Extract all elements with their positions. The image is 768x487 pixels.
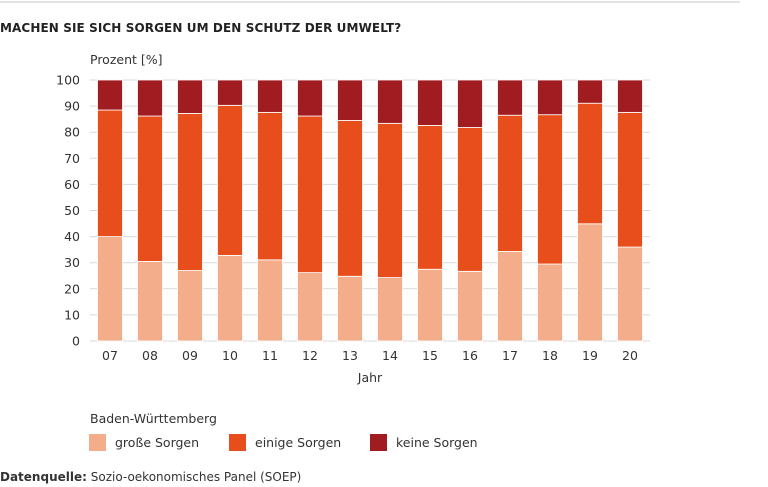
y-tick-label: 100 xyxy=(56,73,80,88)
bar-segment-20-0 xyxy=(617,246,643,342)
x-tick-label: 15 xyxy=(422,348,438,363)
y-tick-label: 50 xyxy=(64,203,80,218)
legend-item-grosse-sorgen: große Sorgen xyxy=(89,434,199,451)
x-tick-label: 13 xyxy=(342,348,358,363)
bar-segment-14-2 xyxy=(377,79,403,124)
bar-segment-13-1 xyxy=(337,120,363,277)
legend-label: keine Sorgen xyxy=(396,435,478,450)
y-tick-label: 60 xyxy=(64,177,80,192)
bar-segment-19-0 xyxy=(577,223,603,342)
x-axis-label: Jahr xyxy=(357,370,383,385)
bar-segment-08-0 xyxy=(137,260,163,342)
x-tick-label: 07 xyxy=(102,348,118,363)
x-tick-label: 10 xyxy=(222,348,238,363)
bar-segment-16-2 xyxy=(457,79,483,128)
legend-item-einige-sorgen: einige Sorgen xyxy=(229,434,341,451)
bar-segment-08-2 xyxy=(137,79,163,117)
y-tick-label: 20 xyxy=(64,281,80,296)
bar-segment-20-2 xyxy=(617,79,643,113)
legend-title: Baden-Württemberg xyxy=(90,411,217,426)
x-tick-label: 19 xyxy=(582,348,598,363)
source-label: Datenquelle: xyxy=(0,470,87,484)
bar-segment-09-2 xyxy=(177,79,203,114)
bar-segment-12-0 xyxy=(297,272,323,342)
legend-swatch xyxy=(229,434,246,451)
bar-segment-07-1 xyxy=(97,109,123,237)
x-tick-label: 18 xyxy=(542,348,558,363)
legend-label: einige Sorgen xyxy=(255,435,342,450)
bar-segment-07-0 xyxy=(97,236,123,342)
bar-segment-15-2 xyxy=(417,79,443,126)
bar-segment-10-0 xyxy=(217,254,243,342)
y-axis-label: Prozent [%] xyxy=(90,52,163,67)
bar-segment-18-2 xyxy=(537,79,563,116)
bar-segment-15-1 xyxy=(417,125,443,270)
bar-segment-10-2 xyxy=(217,79,243,106)
bar-segment-11-2 xyxy=(257,79,283,113)
bar-segment-17-0 xyxy=(497,251,523,342)
bar-segment-20-1 xyxy=(617,111,643,248)
bar-segment-14-1 xyxy=(377,122,403,278)
bar-segment-09-1 xyxy=(177,113,203,271)
bar-segment-17-2 xyxy=(497,79,523,116)
bar-segment-14-0 xyxy=(377,277,403,342)
x-tick-label: 12 xyxy=(302,348,318,363)
y-tick-label: 30 xyxy=(64,255,80,270)
bar-segment-19-2 xyxy=(577,79,603,104)
y-tick-label: 70 xyxy=(64,151,80,166)
bar-segment-10-1 xyxy=(217,104,243,256)
bar-segment-12-2 xyxy=(297,79,323,117)
x-tick-label: 14 xyxy=(382,348,398,363)
x-tick-label: 16 xyxy=(462,348,478,363)
bar-segment-16-0 xyxy=(457,270,483,342)
bar-segment-19-1 xyxy=(577,102,603,225)
legend-label: große Sorgen xyxy=(115,435,200,450)
y-tick-label: 0 xyxy=(72,334,80,349)
bar-segment-17-1 xyxy=(497,114,523,252)
bar-segment-16-1 xyxy=(457,127,483,272)
bar-segment-09-0 xyxy=(177,270,203,342)
bar-segment-18-0 xyxy=(537,263,563,342)
bar-segment-13-0 xyxy=(337,275,363,342)
y-tick-label: 80 xyxy=(64,125,80,140)
x-tick-label: 11 xyxy=(262,348,278,363)
source-text: Sozio-oekonomisches Panel (SOEP) xyxy=(90,470,302,484)
x-tick-label: 08 xyxy=(142,348,158,363)
x-tick-label: 17 xyxy=(502,348,518,363)
x-tick-label: 20 xyxy=(622,348,638,363)
legend-swatch xyxy=(89,434,106,451)
legend-item-keine-sorgen: keine Sorgen xyxy=(370,434,478,451)
stacked-bar-chart: Prozent [%] 0 10 20 30 40 50 60 70 80 90 100 07 08 09 1… xyxy=(56,52,650,385)
y-tick-label: 10 xyxy=(64,307,80,322)
y-tick-label: 40 xyxy=(64,229,80,244)
bar-segment-18-1 xyxy=(537,114,563,265)
legend-swatch xyxy=(370,434,387,451)
bar-segment-13-2 xyxy=(337,79,363,121)
bar-segment-11-1 xyxy=(257,111,283,261)
bar-segment-11-0 xyxy=(257,259,283,342)
y-tick-label: 90 xyxy=(64,99,80,114)
top-divider xyxy=(0,1,740,3)
data-source: Datenquelle: Sozio-oekonomisches Panel (… xyxy=(0,470,301,484)
bar-segment-07-2 xyxy=(97,79,123,111)
chart-title: MACHEN SIE SICH SORGEN UM DEN SCHUTZ DER… xyxy=(0,21,402,35)
bar-segment-12-1 xyxy=(297,115,323,274)
bar-segment-15-0 xyxy=(417,268,443,342)
x-tick-label: 09 xyxy=(182,348,198,363)
bar-segment-08-1 xyxy=(137,115,163,262)
